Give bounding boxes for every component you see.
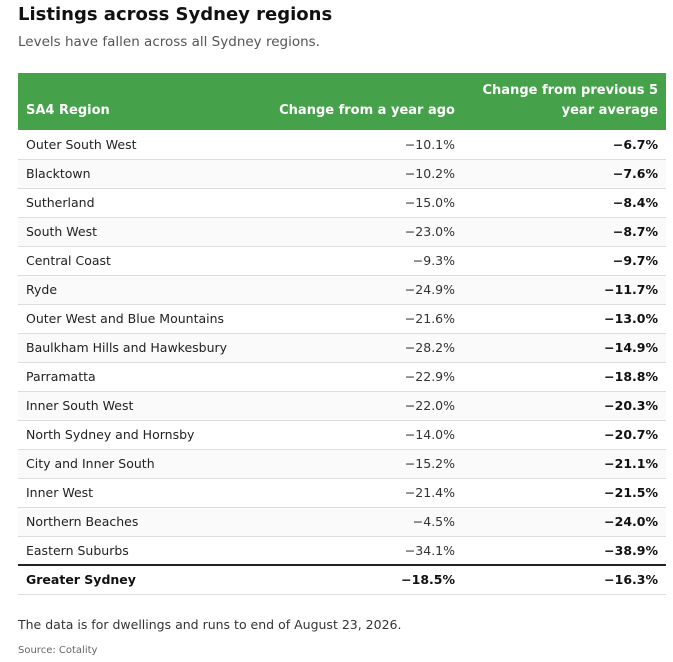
region-cell: Blacktown bbox=[26, 166, 91, 181]
five-year-average-cell: −11.7% bbox=[604, 282, 658, 297]
region-cell: North Sydney and Hornsby bbox=[26, 427, 195, 442]
region-cell: Sutherland bbox=[26, 195, 95, 210]
year-ago-cell: −24.9% bbox=[404, 282, 455, 297]
region-cell: Baulkham Hills and Hawkesbury bbox=[26, 340, 228, 355]
five-year-average-cell: −8.4% bbox=[612, 195, 658, 210]
five-year-average-cell: −13.0% bbox=[604, 311, 658, 326]
year-ago-cell: −21.4% bbox=[404, 485, 455, 500]
table-row: South West −23.0% −8.7% bbox=[18, 217, 666, 246]
table-row: Parramatta −22.9% −18.8% bbox=[18, 362, 666, 391]
five-year-average-cell: −8.7% bbox=[612, 224, 658, 239]
region-cell: Eastern Suburbs bbox=[26, 542, 129, 558]
year-ago-cell: −22.0% bbox=[404, 398, 455, 413]
year-ago-cell: −10.1% bbox=[404, 136, 455, 152]
table-row: Inner West −21.4% −21.5% bbox=[18, 478, 666, 507]
table-row: Outer South West −10.1% −6.7% bbox=[18, 130, 666, 159]
region-cell: Outer South West bbox=[26, 136, 137, 152]
five-year-average-cell: −20.7% bbox=[604, 427, 658, 442]
header-row: SA4 Region Change from a year ago Change… bbox=[18, 73, 666, 130]
five-year-average-cell: −7.6% bbox=[612, 166, 658, 181]
header-region: SA4 Region bbox=[26, 103, 110, 118]
data-note: The data is for dwellings and runs to en… bbox=[18, 617, 402, 632]
source-credit: Source: Cotality bbox=[18, 645, 98, 656]
five-year-average-cell: −20.3% bbox=[604, 398, 658, 413]
listings-table: SA4 Region Change from a year ago Change… bbox=[18, 73, 666, 595]
region-cell: Parramatta bbox=[26, 369, 96, 384]
region-cell: South West bbox=[26, 224, 98, 239]
region-cell: Inner West bbox=[26, 485, 94, 500]
table-row: Blacktown −10.2% −7.6% bbox=[18, 159, 666, 188]
five-year-average-cell: −21.1% bbox=[604, 456, 658, 471]
table-row: Eastern Suburbs −34.1% −38.9% bbox=[18, 536, 666, 565]
five-year-average-cell: −24.0% bbox=[604, 514, 658, 529]
header-year-ago: Change from a year ago bbox=[279, 103, 455, 118]
region-cell: Central Coast bbox=[26, 253, 111, 268]
year-ago-cell: −15.0% bbox=[404, 195, 455, 210]
chart-title: Listings across Sydney regions bbox=[18, 4, 333, 25]
five-year-average-cell: −14.9% bbox=[604, 340, 658, 355]
table-header: SA4 Region Change from a year ago Change… bbox=[18, 73, 666, 130]
table-row: City and Inner South −15.2% −21.1% bbox=[18, 449, 666, 478]
five-year-average-cell: −38.9% bbox=[604, 542, 658, 558]
table-row: Sutherland −15.0% −8.4% bbox=[18, 188, 666, 217]
header-five-year-average: Change from previous 5 year average bbox=[482, 83, 659, 118]
region-cell: Northern Beaches bbox=[26, 514, 139, 529]
region-cell: Inner South West bbox=[26, 398, 134, 413]
year-ago-cell: −23.0% bbox=[404, 224, 455, 239]
year-ago-cell: −22.9% bbox=[404, 369, 455, 384]
year-ago-cell: −10.2% bbox=[404, 166, 455, 181]
five-year-average-cell: −6.7% bbox=[612, 136, 658, 152]
region-cell: Outer West and Blue Mountains bbox=[26, 311, 225, 326]
year-ago-cell: −34.1% bbox=[404, 542, 455, 558]
total-year-ago-cell: −18.5% bbox=[401, 572, 455, 588]
year-ago-cell: −28.2% bbox=[404, 340, 455, 355]
table-body: Outer South West −10.1% −6.7% Blacktown −10.… bbox=[18, 130, 666, 594]
five-year-average-cell: −18.8% bbox=[604, 369, 658, 384]
five-year-average-cell: −9.7% bbox=[612, 253, 658, 268]
total-five-year-average-cell: −16.3% bbox=[604, 572, 658, 588]
total-row: Greater Sydney −18.5% −16.3% bbox=[18, 565, 666, 594]
year-ago-cell: −9.3% bbox=[412, 253, 455, 268]
region-cell: Ryde bbox=[26, 282, 58, 297]
table-row: Northern Beaches −4.5% −24.0% bbox=[18, 507, 666, 536]
table-row: Central Coast −9.3% −9.7% bbox=[18, 246, 666, 275]
year-ago-cell: −4.5% bbox=[412, 514, 455, 529]
table-row: North Sydney and Hornsby −14.0% −20.7% bbox=[18, 420, 666, 449]
table-row: Baulkham Hills and Hawkesbury −28.2% −14.9… bbox=[18, 333, 666, 362]
total-region-cell: Greater Sydney bbox=[26, 572, 136, 588]
five-year-average-cell: −21.5% bbox=[604, 485, 658, 500]
region-cell: City and Inner South bbox=[26, 456, 155, 471]
table-row: Outer West and Blue Mountains −21.6% −13.0… bbox=[18, 304, 666, 333]
year-ago-cell: −21.6% bbox=[404, 311, 455, 326]
table-row: Inner South West −22.0% −20.3% bbox=[18, 391, 666, 420]
year-ago-cell: −14.0% bbox=[404, 427, 455, 442]
chart-subtitle: Levels have fallen across all Sydney reg… bbox=[18, 34, 320, 50]
year-ago-cell: −15.2% bbox=[404, 456, 455, 471]
table-row: Ryde −24.9% −11.7% bbox=[18, 275, 666, 304]
